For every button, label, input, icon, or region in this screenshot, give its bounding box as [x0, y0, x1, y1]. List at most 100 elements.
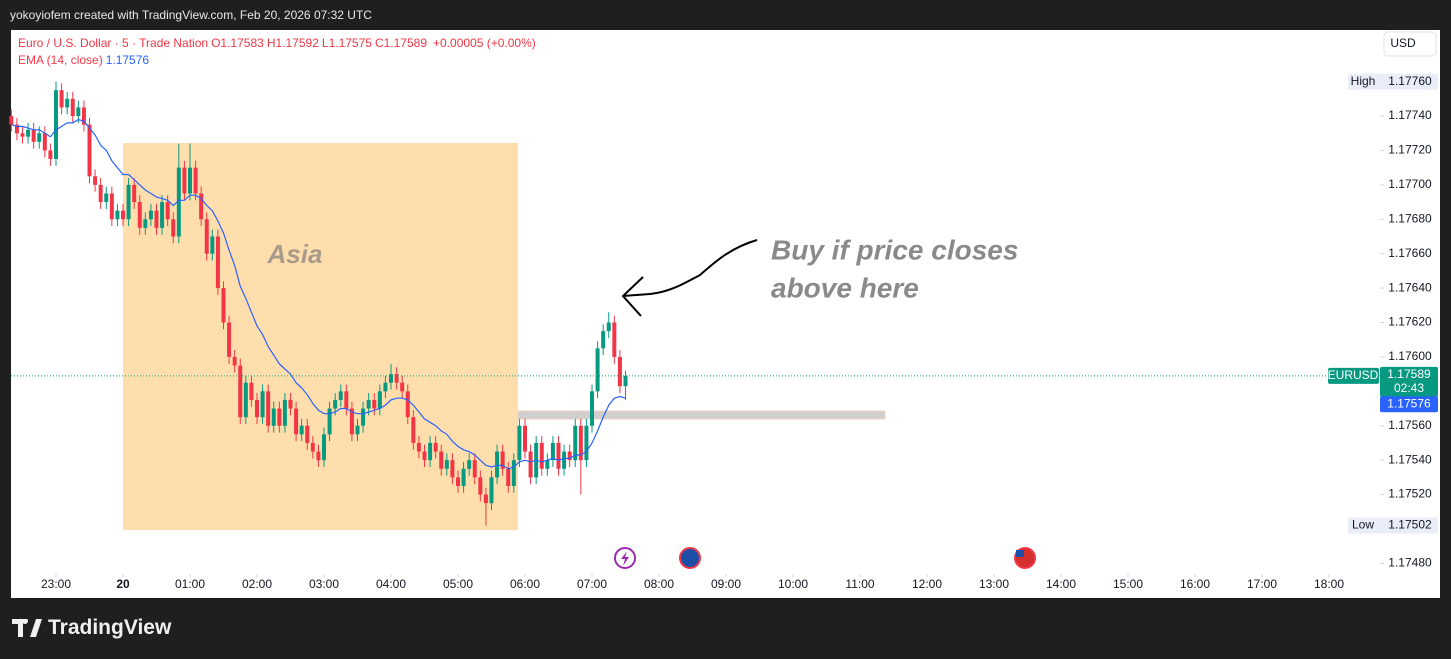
x-tick-label: 12:00 [912, 577, 942, 591]
candle-body [9, 116, 14, 125]
candle-body [93, 176, 98, 185]
y-tick-label: 1.17700 [1388, 177, 1432, 191]
candle-body [433, 442, 438, 452]
note-text: Buy if price closes [771, 234, 1018, 265]
currency-label[interactable]: USD [1390, 36, 1416, 50]
candle-body [255, 399, 259, 418]
candle-body [400, 382, 405, 392]
candle-body [210, 236, 215, 254]
candle-body [98, 184, 103, 203]
candle-body [310, 442, 315, 452]
candle-body [199, 193, 204, 220]
candle-body [48, 150, 53, 160]
candle-body [556, 442, 561, 469]
candle-body [428, 442, 433, 461]
candle-body [450, 460, 455, 478]
x-tick-label: 10:00 [778, 577, 808, 591]
ema-line [11, 118, 626, 470]
candle-body [14, 124, 19, 134]
candle-body [193, 167, 198, 194]
legend-line: Euro / U.S. Dollar · 5 · Trade Nation O1.… [18, 36, 539, 50]
candle-body [528, 451, 533, 478]
candle-body [612, 322, 617, 357]
logo-mark [12, 619, 42, 637]
candle-body [126, 184, 131, 220]
candle-body [333, 399, 338, 409]
candle-body [260, 391, 265, 418]
x-tick-label: 03:00 [309, 577, 339, 591]
currency-button[interactable] [1383, 31, 1437, 57]
candle-body [338, 391, 343, 400]
low-badge [1348, 517, 1438, 534]
candle-body [215, 236, 220, 289]
candle-body [383, 382, 388, 392]
x-tick-label: 05:00 [443, 577, 473, 591]
candle-body [243, 382, 248, 418]
x-tick-label: 08:00 [644, 577, 674, 591]
candle-body [623, 375, 628, 387]
candle-body [37, 133, 42, 142]
asia-session-box [123, 143, 518, 530]
candle-body [489, 477, 494, 504]
candle-body [59, 90, 64, 108]
price-badge [1380, 366, 1438, 397]
candle-body [355, 425, 360, 435]
candle-body [472, 460, 477, 478]
candle-body [148, 210, 153, 220]
candle-body [204, 219, 209, 254]
candle-body [617, 356, 622, 387]
candle-body [606, 322, 611, 332]
candle-body [405, 391, 410, 418]
symbol-badge-text: EURUSD [1328, 368, 1379, 382]
candle-body [143, 219, 148, 228]
candle-body [87, 124, 92, 177]
ohlc-value: 1.17592 [275, 36, 319, 50]
ema-legend: EMA (14, close) 1.17576 [18, 53, 152, 67]
candle-body [550, 442, 555, 461]
candle-body [165, 202, 170, 220]
x-tick-label: 09:00 [711, 577, 741, 591]
candle-body [271, 408, 276, 426]
candle-body [584, 425, 589, 461]
x-tick-label: 14:00 [1046, 577, 1076, 591]
candle-body [176, 167, 181, 237]
candle-body [305, 425, 310, 443]
x-tick-label: 07:00 [577, 577, 607, 591]
arrow [622, 239, 758, 297]
symbol: Euro / U.S. Dollar · 5 · Trade Nation [18, 36, 209, 50]
candle-body [344, 391, 349, 409]
ohlc-legend: O1.17583 H1.17592 L1.17575 C1.17589 [211, 36, 430, 50]
candle-body [511, 460, 516, 486]
candle-body [266, 391, 271, 426]
y-tick-label: 1.17540 [1388, 452, 1432, 466]
candle-body [506, 468, 511, 486]
ema-value: 1.17576 [105, 53, 150, 67]
symbol-badge [1328, 367, 1379, 384]
candle-body [495, 451, 500, 478]
candle-body [590, 391, 594, 426]
low-name: Low [1352, 518, 1374, 532]
candle-body [54, 90, 58, 160]
y-tick-label: 1.17640 [1388, 280, 1432, 294]
level-zone [517, 410, 886, 420]
ohlc-key: C [374, 36, 384, 50]
candle-body [277, 408, 282, 426]
x-tick-label: 02:00 [242, 577, 272, 591]
candle-body [411, 417, 416, 443]
candle-body [221, 288, 226, 323]
x-tick-label: 11:00 [845, 577, 874, 591]
candle-body [562, 451, 567, 469]
candle-body [389, 374, 393, 383]
change: +0.00005 (+0.00%) [433, 36, 536, 50]
candle-body [416, 442, 421, 452]
candle-body [322, 434, 326, 461]
candle-body [366, 399, 371, 409]
event-icon[interactable] [679, 547, 701, 569]
logo[interactable]: TradingView [12, 616, 171, 640]
candle-body [26, 129, 31, 137]
candle-body [171, 219, 176, 237]
candle-body [316, 451, 321, 461]
candle-body [422, 451, 427, 461]
